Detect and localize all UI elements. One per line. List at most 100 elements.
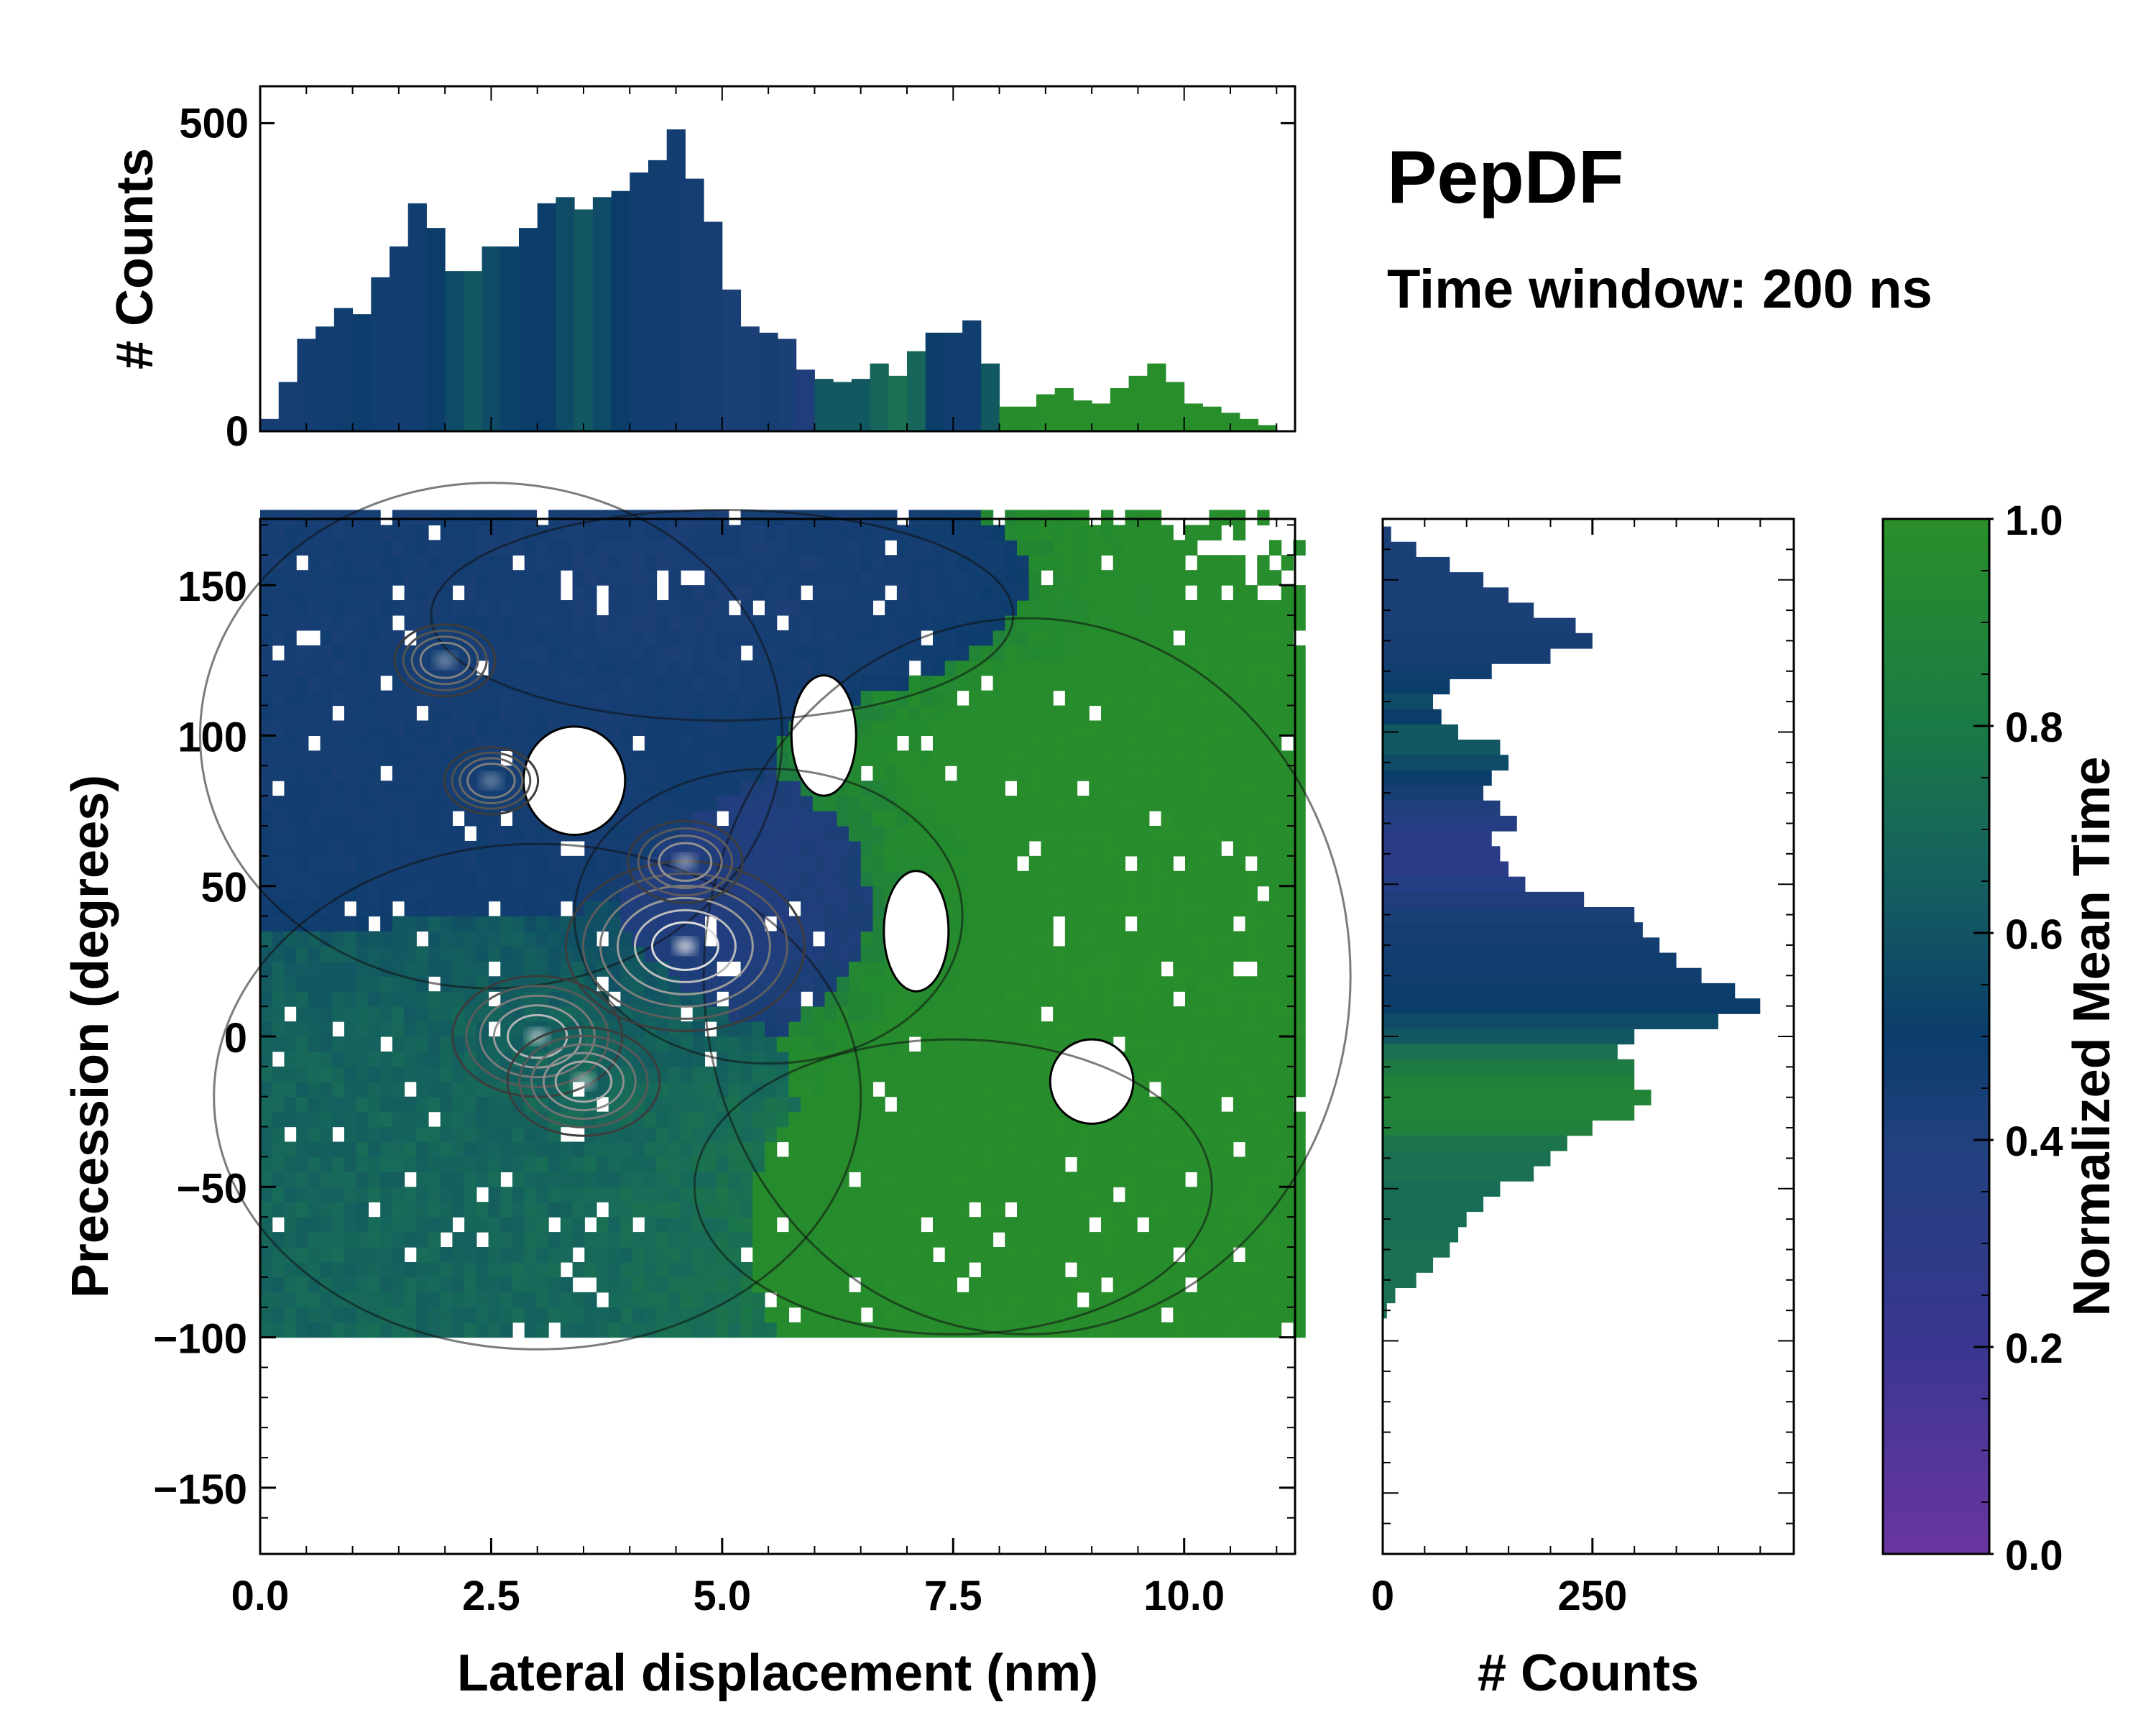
heatmap-cell: [1028, 675, 1042, 691]
heatmap-cell: [1028, 855, 1042, 872]
heatmap-cell: [260, 705, 273, 722]
heatmap-cell: [644, 570, 658, 586]
heatmap-cell: [1173, 1307, 1186, 1323]
heatmap-cell: [692, 675, 706, 691]
heatmap-cell: [1281, 1202, 1294, 1218]
heatmap-cell: [1293, 1006, 1306, 1022]
heatmap-cell: [452, 1141, 465, 1158]
heatmap-cell: [1293, 1141, 1306, 1158]
heatmap-cell: [1005, 1276, 1018, 1293]
heatmap-cell: [1245, 765, 1258, 781]
heatmap-cell: [440, 555, 453, 571]
heatmap-cell: [536, 1261, 549, 1278]
heatmap-cell: [332, 825, 345, 842]
heatmap-cell: [476, 585, 489, 601]
heatmap-cell: [260, 585, 273, 601]
heatmap-cell: [428, 1066, 441, 1082]
heatmap-cell: [1161, 630, 1174, 646]
heatmap-cell: [812, 1322, 826, 1338]
heatmap-cell: [1173, 901, 1186, 917]
heatmap-cell: [824, 1021, 837, 1037]
heatmap-cell: [921, 660, 934, 676]
heatmap-cell: [681, 1156, 694, 1172]
heatmap-cell: [1053, 961, 1066, 977]
heatmap-cell: [788, 1036, 801, 1052]
heatmap-cell: [1197, 1156, 1210, 1172]
heatmap-cell: [1281, 991, 1294, 1007]
heatmap-cell: [944, 585, 958, 601]
heatmap-cell: [1028, 1261, 1042, 1278]
heatmap-cell: [344, 1096, 357, 1113]
heatmap-cell: [272, 1096, 285, 1113]
heatmap-cell: [596, 1172, 609, 1187]
heatmap-cell: [824, 961, 837, 977]
heatmap-cell: [957, 1187, 969, 1202]
heatmap-cell: [548, 886, 561, 902]
heatmap-cell: [1125, 825, 1138, 842]
heatmap-cell: [332, 735, 345, 751]
heatmap-cell: [740, 555, 753, 571]
top-histogram-bar: [925, 332, 944, 431]
heatmap-cell: [404, 901, 417, 917]
heatmap-cell: [704, 1261, 717, 1278]
heatmap-cell: [1185, 720, 1198, 736]
heatmap-cell: [1269, 1217, 1282, 1233]
heatmap-cell: [1269, 1202, 1282, 1218]
heatmap-cell: [1281, 886, 1294, 902]
heatmap-cell: [500, 510, 513, 525]
heatmap-cell: [488, 1187, 501, 1202]
heatmap-cell: [644, 1141, 658, 1158]
heatmap-cell: [656, 690, 669, 707]
heatmap-cell: [332, 1322, 345, 1338]
heatmap-cell: [801, 1172, 814, 1187]
heatmap-cell: [632, 1156, 645, 1172]
heatmap-cell: [1041, 540, 1054, 556]
heatmap-cell: [1185, 1021, 1198, 1037]
heatmap-cell: [824, 1081, 837, 1098]
heatmap-cell: [452, 510, 465, 525]
heatmap-cell: [980, 1066, 994, 1082]
heatmap-cell: [404, 1006, 417, 1022]
heatmap-cell: [812, 1156, 826, 1172]
heatmap-cell: [560, 555, 573, 571]
heatmap-cell: [368, 735, 381, 751]
heatmap-cell: [1293, 1232, 1306, 1248]
heatmap-cell: [500, 1247, 513, 1263]
heatmap-cell: [1077, 1217, 1089, 1233]
heatmap-cell: [260, 600, 273, 616]
heatmap-cell: [1137, 796, 1150, 811]
heatmap-cell: [1017, 540, 1030, 556]
heatmap-cell: [464, 1006, 477, 1022]
heatmap-cell: [980, 1276, 994, 1293]
heatmap-cell: [1064, 825, 1078, 842]
heatmap-cell: [1221, 1322, 1234, 1338]
heatmap-cell: [957, 1156, 969, 1172]
heatmap-cell: [1112, 690, 1126, 707]
right-histogram-bar: [1383, 1272, 1416, 1289]
heatmap-cell: [512, 1232, 525, 1248]
heatmap-ytick-label: −100: [153, 1316, 247, 1363]
heatmap-cell: [885, 1126, 898, 1143]
heatmap-cell: [717, 540, 729, 556]
heatmap-cell: [992, 781, 1005, 796]
heatmap-cell: [512, 570, 525, 586]
heatmap-cell: [921, 525, 934, 540]
heatmap-cell: [356, 555, 369, 571]
top-histogram-bar: [519, 228, 538, 431]
heatmap-cell: [1017, 1006, 1030, 1022]
heatmap-cell: [921, 825, 934, 842]
heatmap-cell: [849, 1247, 862, 1263]
heatmap-cell: [1101, 750, 1114, 766]
heatmap-cell: [980, 796, 994, 811]
heatmap-cell: [368, 660, 381, 676]
heatmap-cell: [1233, 991, 1246, 1007]
heatmap-cell: [428, 1126, 441, 1143]
heatmap-cell: [512, 1156, 525, 1172]
heatmap-cell: [1293, 720, 1306, 736]
heatmap-cell: [776, 1036, 790, 1052]
heatmap-cell: [957, 946, 969, 962]
heatmap-cell: [1053, 1126, 1066, 1143]
heatmap-cell: [308, 1141, 321, 1158]
heatmap-cell: [440, 796, 453, 811]
heatmap-cell: [1269, 991, 1282, 1007]
